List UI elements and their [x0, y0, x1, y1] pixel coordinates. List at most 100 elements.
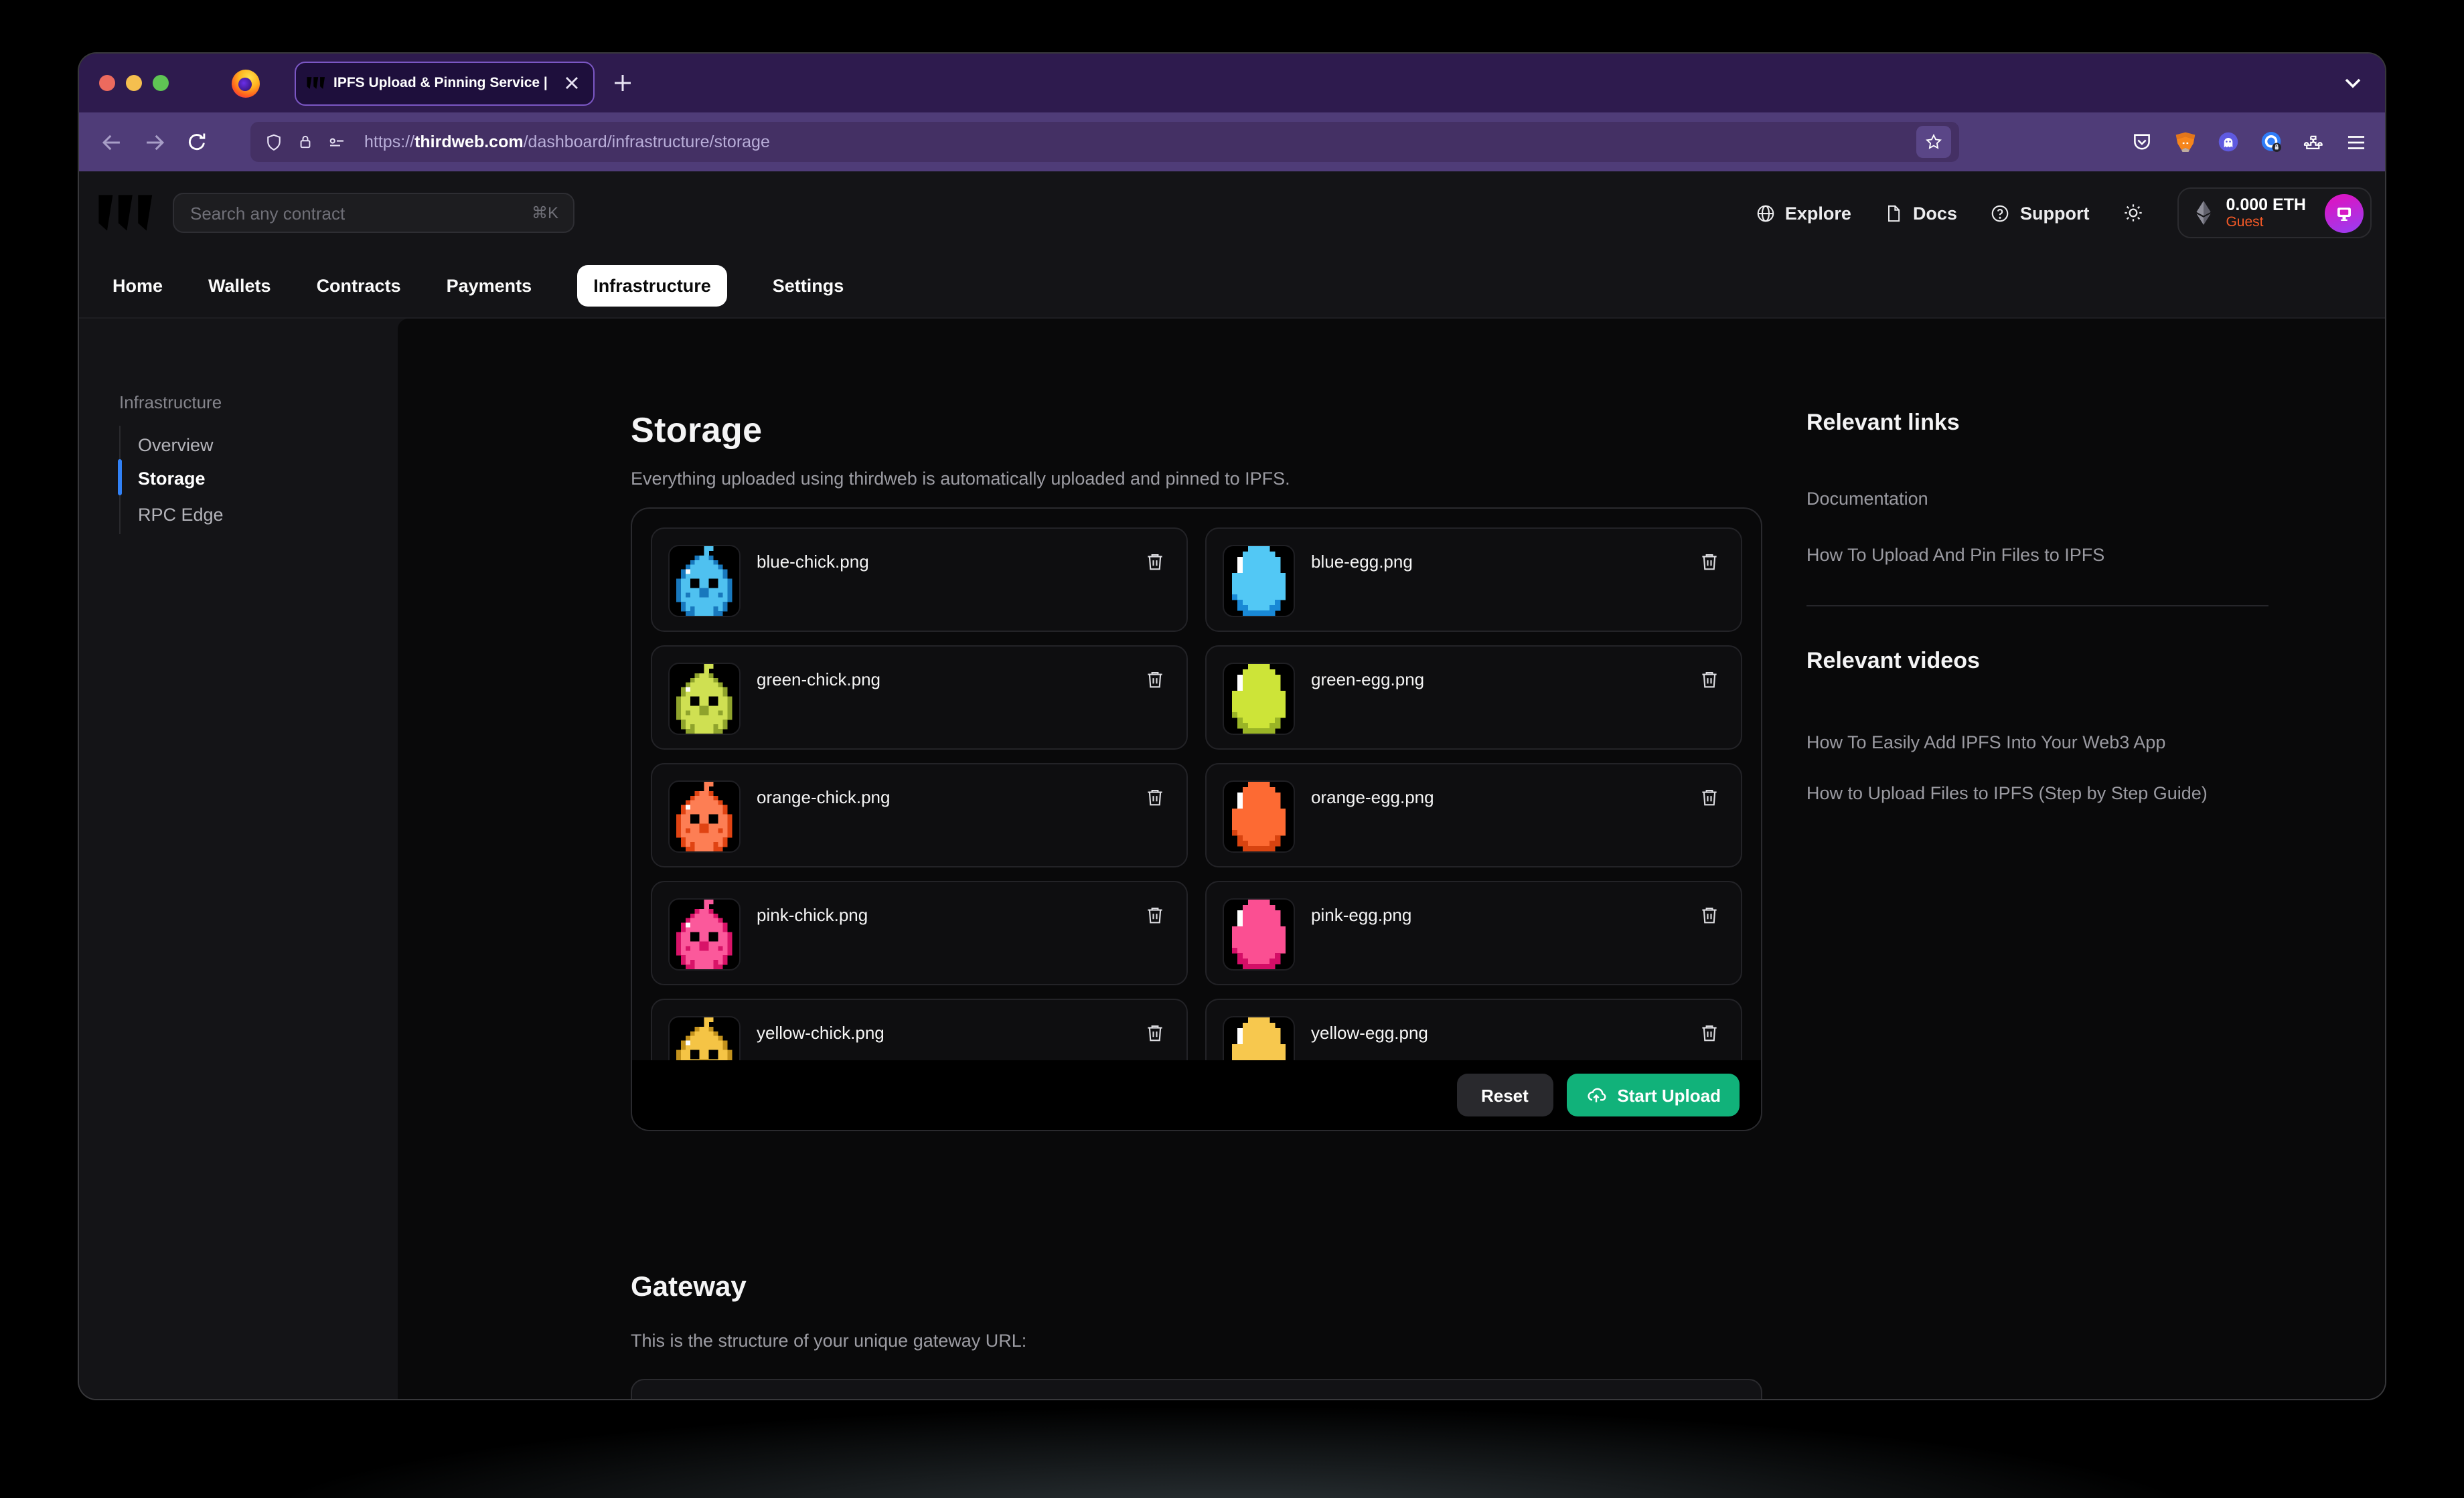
delete-file-button[interactable]	[1693, 780, 1725, 813]
link-how-to-upload[interactable]: How To Upload And Pin Files to IPFS	[1806, 545, 2105, 565]
document-icon	[1885, 203, 1904, 223]
file-name: blue-chick.png	[757, 552, 869, 572]
tab-contracts[interactable]: Contracts	[316, 276, 401, 296]
tab-wallets[interactable]: Wallets	[208, 276, 271, 296]
reset-button[interactable]: Reset	[1456, 1074, 1553, 1116]
file-name: green-chick.png	[757, 669, 880, 689]
file-thumbnail	[668, 545, 741, 617]
delete-file-button[interactable]	[1138, 898, 1170, 930]
file-thumbnail	[1223, 545, 1295, 617]
file-row-orange-chick: orange-chick.png	[651, 763, 1188, 867]
sidebar-item-storage[interactable]: Storage	[138, 469, 206, 489]
forward-icon[interactable]	[138, 126, 170, 158]
sidebar-item-rpc-edge[interactable]: RPC Edge	[138, 505, 224, 525]
link-documentation[interactable]: Documentation	[1806, 489, 1928, 509]
file-name: green-egg.png	[1311, 669, 1425, 689]
lock-icon[interactable]	[296, 133, 315, 151]
file-thumbnail	[668, 780, 741, 853]
window-zoom-button[interactable]	[153, 75, 169, 91]
header-actions: Explore Docs Support	[1756, 171, 2372, 254]
extensions-row	[2129, 122, 2369, 162]
delete-file-button[interactable]	[1138, 780, 1170, 813]
tab-home[interactable]: Home	[112, 276, 163, 296]
file-name: orange-chick.png	[757, 787, 891, 807]
upload-actions-bar: Reset Start Upload	[632, 1060, 1761, 1130]
dashboard-nav-tabs: Home Wallets Contracts Payments Infrastr…	[79, 254, 2385, 319]
file-name: pink-chick.png	[757, 905, 868, 925]
docs-link[interactable]: Docs	[1885, 203, 1957, 223]
thirdweb-dashboard-page: ⌘K Explore Docs	[79, 171, 2385, 1399]
file-row-blue-egg: blue-egg.png	[1205, 527, 1742, 632]
bookmark-star-icon[interactable]	[1916, 126, 1951, 158]
reload-icon[interactable]	[181, 126, 213, 158]
ethereum-icon	[2195, 199, 2212, 226]
file-row-green-egg: green-egg.png	[1205, 645, 1742, 750]
file-name: yellow-egg.png	[1311, 1023, 1428, 1043]
metamask-icon[interactable]	[2172, 129, 2198, 155]
firefox-icon	[232, 69, 260, 97]
thirdweb-favicon	[307, 76, 325, 90]
delete-file-button[interactable]	[1138, 545, 1170, 577]
menu-hamburger-icon[interactable]	[2343, 129, 2369, 155]
sidebar-item-overview[interactable]: Overview	[138, 435, 214, 455]
cloud-upload-icon	[1585, 1084, 1606, 1106]
delete-file-button[interactable]	[1693, 898, 1725, 930]
browser-window: IPFS Upload & Pinning Service |	[78, 52, 2386, 1400]
tracking-shield-icon[interactable]	[264, 132, 284, 152]
support-link[interactable]: Support	[1991, 203, 2089, 223]
file-row-pink-chick: pink-chick.png	[651, 881, 1188, 985]
wallet-pill[interactable]: 0.000 ETH Guest	[2177, 187, 2372, 238]
tab-infrastructure[interactable]: Infrastructure	[577, 265, 727, 307]
explore-link[interactable]: Explore	[1756, 203, 1851, 223]
window-minimize-button[interactable]	[126, 75, 142, 91]
delete-file-button[interactable]	[1693, 663, 1725, 695]
upload-dropzone[interactable]: blue-chick.png blue-egg.png green-chick.…	[631, 507, 1762, 1131]
rail-divider	[1806, 605, 2268, 606]
url-bar[interactable]: https://thirdweb.com/dashboard/infrastru…	[250, 122, 1959, 162]
browser-tabstrip: IPFS Upload & Pinning Service |	[79, 54, 2385, 112]
start-upload-button[interactable]: Start Upload	[1566, 1074, 1740, 1116]
extensions-puzzle-icon[interactable]	[2301, 129, 2326, 155]
delete-file-button[interactable]	[1693, 545, 1725, 577]
new-tab-button[interactable]	[613, 74, 632, 92]
question-circle-icon	[1991, 203, 2011, 223]
tab-settings[interactable]: Settings	[772, 276, 844, 296]
pocket-icon[interactable]	[2129, 129, 2155, 155]
theme-toggle-sun-icon[interactable]	[2123, 202, 2144, 224]
search-input[interactable]	[174, 203, 532, 223]
page-description: Everything uploaded using thirdweb is au…	[631, 469, 1290, 489]
contract-search[interactable]: ⌘K	[173, 193, 574, 233]
back-icon[interactable]	[95, 126, 127, 158]
tab-payments[interactable]: Payments	[446, 276, 532, 296]
gateway-url-field[interactable]	[631, 1379, 1762, 1399]
gateway-description: This is the structure of your unique gat…	[631, 1331, 1027, 1351]
sidebar-active-indicator	[118, 459, 122, 495]
delete-file-button[interactable]	[1138, 1016, 1170, 1048]
browser-toolbar: https://thirdweb.com/dashboard/infrastru…	[79, 112, 2385, 171]
permissions-icon[interactable]	[327, 132, 347, 152]
delete-file-button[interactable]	[1693, 1016, 1725, 1048]
window-close-button[interactable]	[99, 75, 115, 91]
browser-tab[interactable]: IPFS Upload & Pinning Service |	[295, 61, 595, 105]
ghost-extension-icon[interactable]	[2215, 129, 2240, 155]
thirdweb-logo[interactable]	[98, 194, 154, 232]
macos-traffic-lights	[99, 75, 169, 91]
list-tabs-chevron-icon[interactable]	[2342, 72, 2364, 94]
file-name: orange-egg.png	[1311, 787, 1434, 807]
wallet-balance-block: 0.000 ETH Guest	[2226, 195, 2306, 231]
file-row-blue-chick: blue-chick.png	[651, 527, 1188, 632]
delete-file-button[interactable]	[1138, 663, 1170, 695]
video-add-ipfs[interactable]: How To Easily Add IPFS Into Your Web3 Ap…	[1806, 732, 2166, 752]
relevant-links-title: Relevant links	[1806, 410, 1960, 435]
url-text: https://thirdweb.com/dashboard/infrastru…	[364, 133, 770, 151]
tab-close-icon[interactable]	[561, 72, 583, 94]
account-avatar[interactable]	[2325, 193, 2364, 232]
file-row-orange-egg: orange-egg.png	[1205, 763, 1742, 867]
file-row-pink-egg: pink-egg.png	[1205, 881, 1742, 985]
page-title: Storage	[631, 410, 763, 450]
app-header: ⌘K Explore Docs	[79, 171, 2385, 254]
video-upload-guide[interactable]: How to Upload Files to IPFS (Step by Ste…	[1806, 783, 2208, 803]
onepassword-icon[interactable]	[2258, 129, 2283, 155]
tab-title: IPFS Upload & Pinning Service |	[333, 75, 548, 91]
